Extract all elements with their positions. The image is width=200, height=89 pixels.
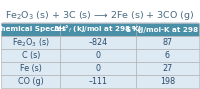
- FancyBboxPatch shape: [60, 62, 136, 75]
- FancyBboxPatch shape: [1, 49, 60, 62]
- FancyBboxPatch shape: [1, 23, 60, 36]
- Text: Fe (s): Fe (s): [20, 64, 42, 73]
- FancyBboxPatch shape: [60, 36, 136, 49]
- Text: 87: 87: [162, 38, 172, 47]
- FancyBboxPatch shape: [1, 62, 60, 75]
- FancyBboxPatch shape: [136, 49, 199, 62]
- Text: CO (g): CO (g): [18, 77, 44, 86]
- FancyBboxPatch shape: [136, 75, 199, 88]
- FancyBboxPatch shape: [1, 75, 60, 88]
- Text: 198: 198: [160, 77, 175, 86]
- Text: C (s): C (s): [22, 51, 40, 60]
- FancyBboxPatch shape: [136, 62, 199, 75]
- Text: Fe$_2$O$_3$ (s) + 3C (s) ⟶ 2Fe (s) + 3CO (g): Fe$_2$O$_3$ (s) + 3C (s) ⟶ 2Fe (s) + 3CO…: [5, 9, 195, 22]
- Text: S° (J/mol‑K at 298 K): S° (J/mol‑K at 298 K): [126, 26, 200, 33]
- FancyBboxPatch shape: [60, 75, 136, 88]
- FancyBboxPatch shape: [60, 49, 136, 62]
- Text: Chemical Species: Chemical Species: [0, 26, 66, 32]
- FancyBboxPatch shape: [1, 36, 60, 49]
- Text: 27: 27: [162, 64, 172, 73]
- Text: ΔH°$_f$ (kJ/mol at 298 K): ΔH°$_f$ (kJ/mol at 298 K): [53, 24, 143, 35]
- Text: –824: –824: [88, 38, 108, 47]
- FancyBboxPatch shape: [136, 23, 199, 36]
- Text: 6: 6: [165, 51, 170, 60]
- Text: 0: 0: [96, 51, 101, 60]
- Text: Fe$_2$O$_3$ (s): Fe$_2$O$_3$ (s): [12, 36, 50, 49]
- FancyBboxPatch shape: [136, 36, 199, 49]
- FancyBboxPatch shape: [60, 23, 136, 36]
- Text: –111: –111: [89, 77, 108, 86]
- Text: 0: 0: [96, 64, 101, 73]
